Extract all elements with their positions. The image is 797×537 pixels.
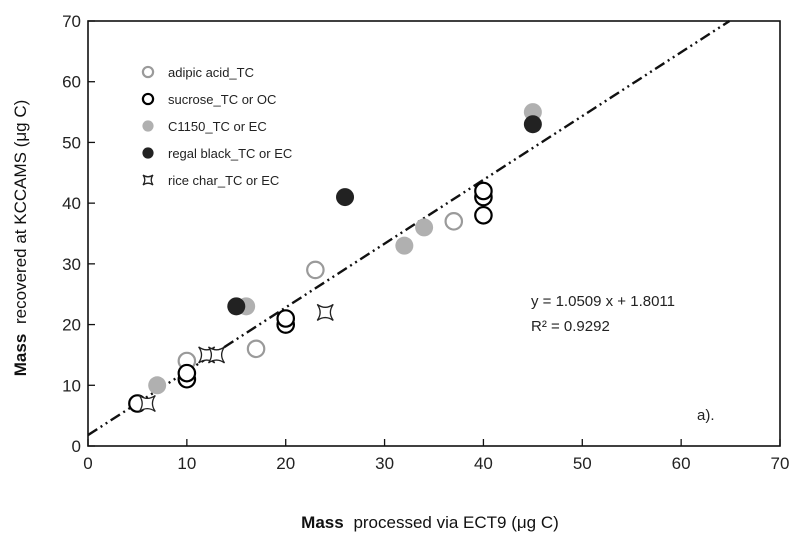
data-point xyxy=(474,181,493,201)
y-tick-label: 50 xyxy=(62,133,81,152)
data-point xyxy=(336,188,355,207)
data-point xyxy=(306,260,325,280)
legend-label: adipic acid_TC xyxy=(168,65,254,80)
x-tick-label: 60 xyxy=(672,454,691,473)
x-tick-label: 30 xyxy=(375,454,394,473)
fit-r-squared: R² = 0.9292 xyxy=(531,318,610,335)
data-point xyxy=(523,115,542,134)
y-axis-label-bold: Mass xyxy=(11,334,30,377)
data-point xyxy=(227,297,246,316)
fit-equation: y = 1.0509 x + 1.8011 xyxy=(531,293,675,310)
legend-label: sucrose_TC or OC xyxy=(168,92,276,107)
data-point xyxy=(246,339,266,359)
data-point xyxy=(207,346,226,364)
y-tick-label: 30 xyxy=(62,255,81,274)
data-point xyxy=(148,376,167,395)
data-point xyxy=(395,236,414,255)
data-points xyxy=(128,103,542,413)
data-point xyxy=(474,205,493,225)
axis-ticks: 0 10 20 30 40 50 60 70 0 10 20 30 40 50 60 70 xyxy=(62,12,789,473)
x-axis-label: Mass processed via ECT9 (μg C) xyxy=(301,513,559,532)
y-tick-label: 70 xyxy=(62,12,81,31)
data-point xyxy=(276,309,296,328)
data-point xyxy=(444,212,464,231)
legend-marker xyxy=(141,65,155,79)
legend: adipic acid_TC sucrose_TC or OC C1150_TC o… xyxy=(141,65,292,188)
x-tick-label: 70 xyxy=(771,454,790,473)
x-axis-label-bold: Mass xyxy=(301,513,344,532)
data-point xyxy=(138,394,156,413)
legend-marker xyxy=(142,147,154,159)
y-tick-label: 60 xyxy=(62,73,81,92)
y-tick-label: 40 xyxy=(62,194,81,213)
y-axis-label-rest: recovered at KCCAMS (μg C) xyxy=(11,100,30,324)
data-point xyxy=(316,303,334,321)
legend-label: regal black_TC or EC xyxy=(168,146,292,161)
fit-line xyxy=(87,19,731,437)
x-tick-label: 20 xyxy=(276,454,295,473)
y-tick-label: 10 xyxy=(62,376,81,395)
x-tick-label: 50 xyxy=(573,454,592,473)
y-axis-label: Mass recovered at KCCAMS (μg C) xyxy=(11,100,30,377)
y-tick-label: 20 xyxy=(62,316,81,335)
fit-line-group xyxy=(87,19,731,437)
y-tick-label: 0 xyxy=(72,437,81,456)
plot-area xyxy=(87,20,781,447)
legend-label: C1150_TC or EC xyxy=(168,119,267,134)
plot-frame xyxy=(87,20,781,447)
legend-marker xyxy=(142,120,154,132)
data-point xyxy=(415,218,434,237)
data-point xyxy=(177,363,197,383)
legend-label: rice char_TC or EC xyxy=(168,173,279,188)
x-tick-label: 40 xyxy=(474,454,493,473)
legend-marker xyxy=(142,174,154,186)
legend-marker xyxy=(141,92,155,106)
x-tick-label: 10 xyxy=(177,454,196,473)
x-axis-label-rest: processed via ECT9 (μg C) xyxy=(353,513,558,532)
panel-label: a). xyxy=(697,407,715,424)
x-tick-label: 0 xyxy=(83,454,92,473)
